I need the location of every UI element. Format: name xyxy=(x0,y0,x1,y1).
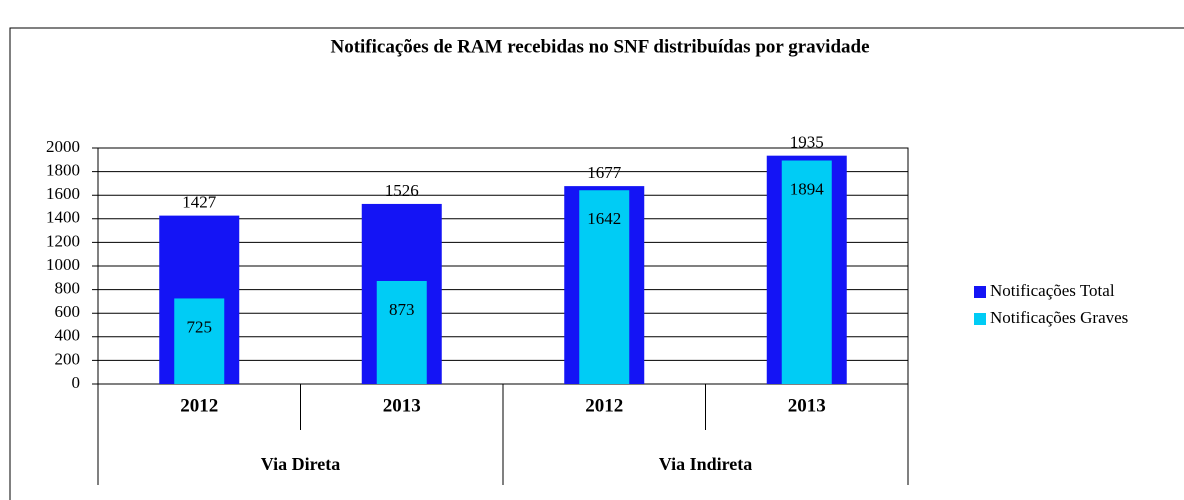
y-tick-label: 1400 xyxy=(46,208,80,227)
data-label: 725 xyxy=(187,317,213,336)
y-tick-label: 1800 xyxy=(46,161,80,180)
y-tick-label: 1600 xyxy=(46,184,80,203)
data-label: 1894 xyxy=(790,179,825,198)
bar xyxy=(174,298,225,384)
legend-label: Notificações Graves xyxy=(990,308,1128,327)
x-tick-label: 2012 xyxy=(585,395,623,416)
group-label: Via Indireta xyxy=(659,454,753,474)
chart-frame xyxy=(9,27,1184,500)
y-tick-label: 200 xyxy=(55,349,81,368)
y-tick-label: 400 xyxy=(55,326,81,345)
bar xyxy=(579,190,630,384)
x-tick-label: 2013 xyxy=(788,395,826,416)
data-label: 1642 xyxy=(587,209,621,228)
y-tick-label: 800 xyxy=(55,279,81,298)
legend-swatch xyxy=(974,313,986,325)
y-tick-label: 2000 xyxy=(46,137,80,156)
y-tick-label: 1200 xyxy=(46,231,80,250)
chart-title: Notificações de RAM recebidas no SNF dis… xyxy=(330,36,869,57)
y-tick-label: 600 xyxy=(55,302,81,321)
y-tick-label: 0 xyxy=(72,373,81,392)
data-label: 1677 xyxy=(587,163,622,182)
data-label: 1427 xyxy=(182,193,217,212)
data-label: 1935 xyxy=(790,133,824,152)
y-tick-label: 1000 xyxy=(46,255,80,274)
data-label: 1526 xyxy=(385,181,419,200)
x-tick-label: 2012 xyxy=(180,395,218,416)
data-label: 873 xyxy=(389,300,415,319)
group-label: Via Direta xyxy=(261,454,340,474)
bar xyxy=(376,280,427,384)
bar xyxy=(781,160,832,384)
x-tick-label: 2013 xyxy=(383,395,421,416)
legend-label: Notificações Total xyxy=(990,281,1115,300)
legend-swatch xyxy=(974,286,986,298)
